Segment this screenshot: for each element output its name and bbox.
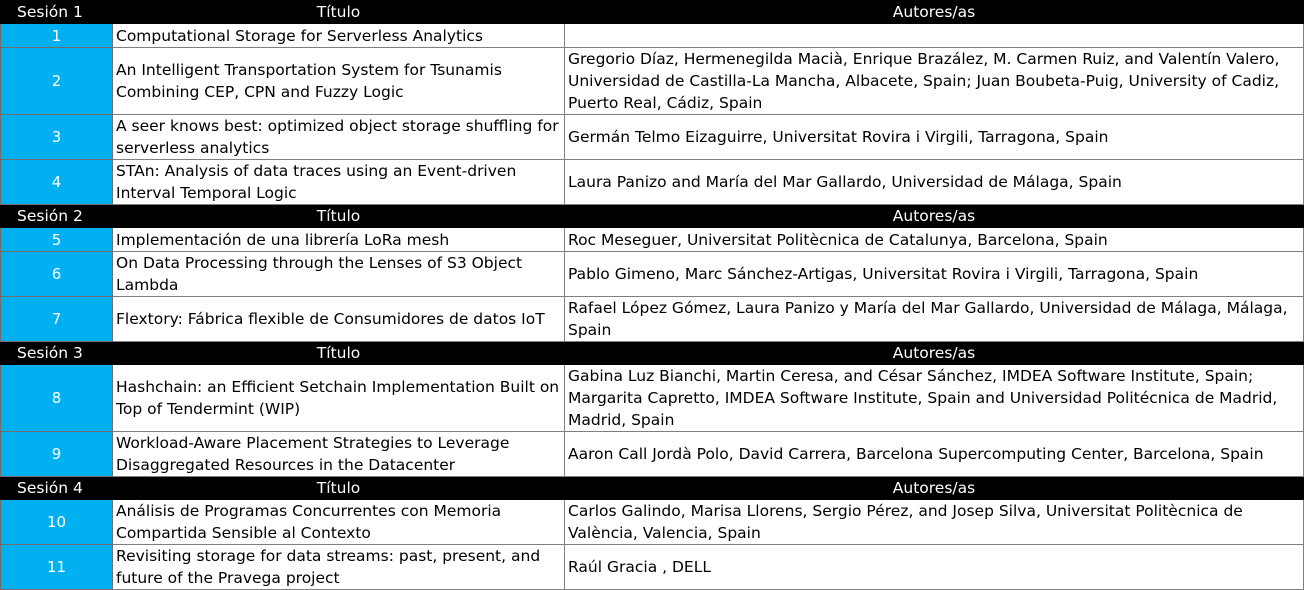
paper-authors: Aaron Call Jordà Polo, David Carrera, Ba… <box>564 431 1304 477</box>
table-row: 11 Revisiting storage for data streams: … <box>0 544 1304 590</box>
paper-title: Revisiting storage for data streams: pas… <box>112 544 565 590</box>
table-row: 3 A seer knows best: optimized object st… <box>0 114 1304 160</box>
paper-authors: Germán Telmo Eizaguirre, Universitat Rov… <box>564 114 1304 160</box>
table-row: 1 Computational Storage for Serverless A… <box>0 23 1304 48</box>
paper-authors: Laura Panizo and María del Mar Gallardo,… <box>564 159 1304 205</box>
table-row: 10 Análisis de Programas Concurrentes co… <box>0 499 1304 545</box>
paper-authors: Rafael López Gómez, Laura Panizo y María… <box>564 296 1304 342</box>
table-row: 4 STAn: Analysis of data traces using an… <box>0 159 1304 205</box>
session-header: Sesión 3 Título Autores/as <box>0 341 1304 365</box>
authors-column-header: Autores/as <box>564 204 1304 228</box>
paper-number: 7 <box>0 296 113 342</box>
paper-authors: Carlos Galindo, Marisa Llorens, Sergio P… <box>564 499 1304 545</box>
paper-title: Implementación de una librería LoRa mesh <box>112 227 565 252</box>
title-column-header: Título <box>112 204 565 228</box>
table-row: 7 Flextory: Fábrica flexible de Consumid… <box>0 296 1304 342</box>
paper-title: Workload-Aware Placement Strategies to L… <box>112 431 565 477</box>
paper-number: 5 <box>0 227 113 252</box>
table-row: 9 Workload-Aware Placement Strategies to… <box>0 431 1304 477</box>
title-column-header: Título <box>112 476 565 500</box>
paper-title: Flextory: Fábrica flexible de Consumidor… <box>112 296 565 342</box>
authors-column-header: Autores/as <box>564 341 1304 365</box>
paper-title: Computational Storage for Serverless Ana… <box>112 23 565 48</box>
paper-authors: Gregorio Díaz, Hermenegilda Macià, Enriq… <box>564 47 1304 115</box>
paper-authors: Roc Meseguer, Universitat Politècnica de… <box>564 227 1304 252</box>
paper-authors: Pablo Gimeno, Marc Sánchez-Artigas, Univ… <box>564 251 1304 297</box>
paper-number: 8 <box>0 364 113 432</box>
table-row: 2 An Intelligent Transportation System f… <box>0 47 1304 115</box>
session-header: Sesión 1 Título Autores/as <box>0 0 1304 24</box>
session-header: Sesión 2 Título Autores/as <box>0 204 1304 228</box>
table-row: 6 On Data Processing through the Lenses … <box>0 251 1304 297</box>
paper-authors: Raúl Gracia , DELL <box>564 544 1304 590</box>
paper-title: An Intelligent Transportation System for… <box>112 47 565 115</box>
paper-number: 3 <box>0 114 113 160</box>
paper-title: Análisis de Programas Concurrentes con M… <box>112 499 565 545</box>
paper-title: Hashchain: an Efficient Setchain Impleme… <box>112 364 565 432</box>
paper-number: 6 <box>0 251 113 297</box>
authors-column-header: Autores/as <box>564 476 1304 500</box>
paper-number: 9 <box>0 431 113 477</box>
paper-authors <box>564 23 1304 48</box>
table-row: 8 Hashchain: an Efficient Setchain Imple… <box>0 364 1304 432</box>
table-row: 5 Implementación de una librería LoRa me… <box>0 227 1304 252</box>
paper-title: A seer knows best: optimized object stor… <box>112 114 565 160</box>
paper-authors: Gabina Luz Bianchi, Martin Ceresa, and C… <box>564 364 1304 432</box>
title-column-header: Título <box>112 0 565 24</box>
authors-column-header: Autores/as <box>564 0 1304 24</box>
paper-number: 11 <box>0 544 113 590</box>
paper-number: 10 <box>0 499 113 545</box>
title-column-header: Título <box>112 341 565 365</box>
paper-title: On Data Processing through the Lenses of… <box>112 251 565 297</box>
paper-number: 4 <box>0 159 113 205</box>
session-header: Sesión 4 Título Autores/as <box>0 476 1304 500</box>
session-label: Sesión 4 <box>0 476 113 500</box>
session-label: Sesión 1 <box>0 0 113 24</box>
session-label: Sesión 2 <box>0 204 113 228</box>
paper-title: STAn: Analysis of data traces using an E… <box>112 159 565 205</box>
paper-number: 1 <box>0 23 113 48</box>
paper-number: 2 <box>0 47 113 115</box>
session-label: Sesión 3 <box>0 341 113 365</box>
